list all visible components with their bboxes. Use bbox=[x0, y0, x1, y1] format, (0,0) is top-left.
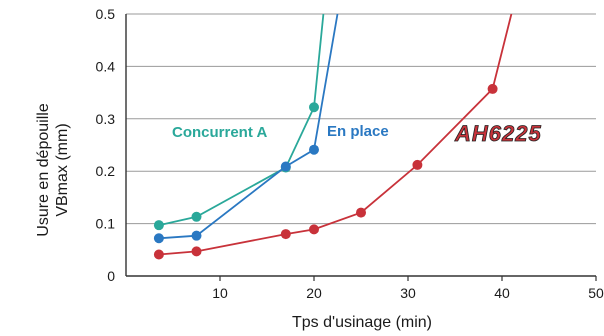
data-point-2-6 bbox=[487, 83, 498, 94]
x-tick-label-3: 40 bbox=[494, 285, 510, 301]
x-tick-label-0: 10 bbox=[212, 285, 228, 301]
y-axis-title-line1: Usure en dépouille bbox=[35, 103, 52, 237]
data-point-0-1 bbox=[191, 211, 202, 222]
y-tick-label-4: 0.4 bbox=[96, 58, 116, 74]
y-tick-label-3: 0.3 bbox=[96, 111, 116, 127]
data-point-2-5 bbox=[412, 159, 423, 170]
y-tick-label-0: 0 bbox=[107, 268, 115, 284]
x-tick-label-2: 30 bbox=[400, 285, 416, 301]
data-point-2-0 bbox=[153, 249, 164, 260]
series-label-ah6225-logo: AH6225 bbox=[454, 121, 542, 146]
series-0 bbox=[153, 14, 325, 231]
data-point-2-1 bbox=[191, 246, 202, 257]
series-label-en-place: En place bbox=[327, 123, 389, 140]
y-tick-label-2: 0.2 bbox=[96, 163, 116, 179]
x-tick-label-4: 50 bbox=[588, 285, 604, 301]
series-layer bbox=[153, 14, 513, 260]
axes bbox=[125, 14, 597, 281]
data-point-2-4 bbox=[356, 207, 366, 218]
data-point-2-3 bbox=[309, 224, 319, 235]
series-label-concurrent-a: Concurrent A bbox=[172, 124, 267, 141]
data-point-1-0 bbox=[153, 233, 164, 244]
data-point-2-2 bbox=[280, 229, 291, 240]
data-point-1-2 bbox=[280, 161, 291, 172]
y-tick-label-5: 0.5 bbox=[96, 6, 116, 22]
x-tick-label-1: 20 bbox=[306, 285, 322, 301]
series-line-0 bbox=[158, 14, 325, 227]
grid-lines bbox=[126, 13, 596, 225]
x-axis-title: Tps d'usinage (min) bbox=[292, 314, 432, 331]
series-2 bbox=[153, 14, 513, 260]
series-1 bbox=[153, 14, 339, 244]
data-point-1-3 bbox=[309, 144, 319, 155]
tick-labels: 0 0.1 0.2 0.3 0.4 0.5 10 20 30 40 50 bbox=[96, 6, 604, 301]
y-axis-title-line2: VBmax (mm) bbox=[54, 123, 71, 216]
data-point-0-0 bbox=[153, 220, 164, 231]
data-point-1-1 bbox=[191, 230, 202, 241]
y-tick-label-1: 0.1 bbox=[96, 216, 116, 232]
data-point-0-3 bbox=[309, 102, 319, 113]
series-line-2 bbox=[158, 14, 513, 256]
